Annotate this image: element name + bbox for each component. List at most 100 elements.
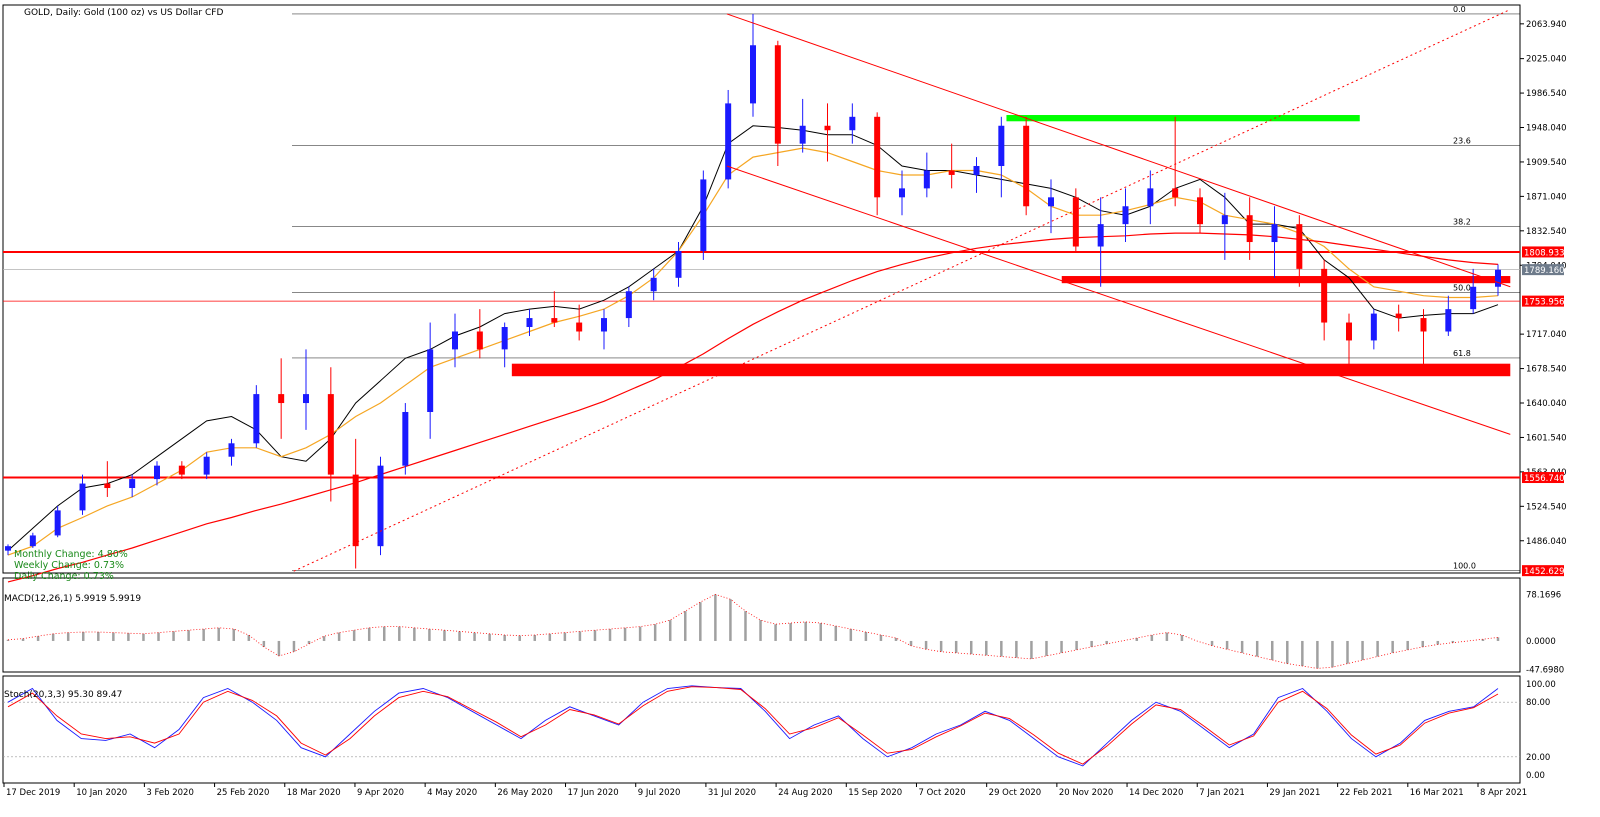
candle-body <box>576 322 583 332</box>
price-tag-label: 1753.956 <box>1524 298 1565 308</box>
y-tick-label: 1986.540 <box>1526 89 1567 99</box>
candle-body <box>178 465 185 475</box>
x-tick-label: 29 Oct 2020 <box>989 788 1042 798</box>
stoch-label: Stoch(20,3,3) 95.30 89.47 <box>4 690 122 700</box>
x-tick-label: 3 Feb 2020 <box>146 788 194 798</box>
candle-body <box>1122 206 1129 225</box>
trendline-dotted <box>293 9 1511 572</box>
fib-level-label: 50.0 <box>1453 283 1471 292</box>
price-tag <box>1522 472 1564 484</box>
candle-body <box>253 394 260 444</box>
trendline-solid <box>726 13 1511 288</box>
x-tick-label: 7 Jan 2021 <box>1199 788 1245 798</box>
candle-body <box>1346 322 1352 341</box>
x-tick-label: 7 Oct 2020 <box>918 788 965 798</box>
candle-body <box>104 483 111 489</box>
macd-y-tick-label: -47.6980 <box>1526 665 1564 675</box>
price-tag <box>1522 246 1564 258</box>
candle-body <box>278 394 285 404</box>
candle-body <box>874 116 881 198</box>
green-zone <box>1006 115 1360 122</box>
candle-body <box>1470 286 1477 310</box>
y-tick-label: 1640.040 <box>1526 399 1567 409</box>
candle-body <box>1296 224 1303 269</box>
candle-body <box>1420 318 1427 332</box>
monthly-change-text: Monthly Change: 4.80% <box>14 549 128 560</box>
candle-body <box>79 483 86 511</box>
candle-body <box>1445 309 1452 332</box>
candle-body <box>551 318 558 323</box>
x-tick-label: 16 Mar 2021 <box>1410 788 1464 798</box>
red-zone <box>511 363 1511 377</box>
x-tick-label: 10 Jan 2020 <box>76 788 127 798</box>
candle-body <box>1023 125 1030 207</box>
info-box: Monthly Change: 4.80% Weekly Change: 0.7… <box>14 549 128 582</box>
candle-body <box>1072 197 1079 247</box>
x-tick-label: 8 Apr 2021 <box>1480 788 1527 798</box>
candle-body <box>1147 188 1154 207</box>
daily-change-text: Daily Change: 0.73% <box>14 571 114 582</box>
x-tick-label: 22 Feb 2021 <box>1340 788 1393 798</box>
x-tick-label: 9 Jul 2020 <box>638 788 681 798</box>
y-tick-label: 1871.040 <box>1526 192 1567 202</box>
candle-body <box>1246 215 1253 243</box>
price-tag-label: 1556.740 <box>1524 474 1565 484</box>
x-tick-label: 9 Apr 2020 <box>357 788 404 798</box>
x-tick-label: 17 Jun 2020 <box>568 788 619 798</box>
y-tick-label: 1601.540 <box>1526 433 1567 443</box>
candle-body <box>427 349 434 412</box>
candle-body <box>476 331 483 350</box>
candle-body <box>750 45 756 104</box>
stoch-y-tick-label: 80.00 <box>1526 698 1550 708</box>
candle-body <box>402 411 409 466</box>
fib-level-label: 38.2 <box>1453 218 1471 227</box>
candle-body <box>923 170 930 189</box>
stoch-main-line <box>7 685 1499 767</box>
y-tick-label: 1524.540 <box>1526 502 1567 512</box>
weekly-change-text: Weekly Change: 0.73% <box>14 560 124 571</box>
candle-body <box>377 465 384 547</box>
price-tag-label: 1789.160 <box>1524 266 1565 276</box>
stoch-signal-line <box>7 686 1499 765</box>
price-tag <box>1522 295 1564 307</box>
macd-label: MACD(12,26,1) 5.9919 5.9919 <box>4 594 141 604</box>
candle-body <box>625 291 632 319</box>
x-tick-label: 31 Jul 2020 <box>708 788 756 798</box>
candle-body <box>973 166 980 175</box>
candle-body <box>327 394 334 475</box>
candle-body <box>1097 224 1104 247</box>
stoch-y-tick-label: 100.00 <box>1526 680 1556 690</box>
fib-level-label: 0.0 <box>1453 5 1466 14</box>
candle-body <box>998 125 1005 167</box>
candle-body <box>29 535 36 547</box>
candle-body <box>501 327 508 350</box>
x-tick-label: 15 Sep 2020 <box>848 788 902 798</box>
candle-body <box>1370 313 1377 341</box>
candle-body <box>849 116 856 131</box>
macd-y-tick-label: 78.1696 <box>1526 590 1561 600</box>
y-tick-label: 1909.540 <box>1526 158 1567 168</box>
candle-body <box>5 546 11 551</box>
price-tag-label: 1452.629 <box>1524 567 1565 577</box>
price-pane <box>2 4 1521 574</box>
candle-body <box>303 394 309 404</box>
candle-body <box>526 318 533 328</box>
candle-body <box>54 510 61 536</box>
fib-level-label: 61.8 <box>1453 349 1471 358</box>
chart-title: GOLD, Daily: Gold (100 oz) vs US Dollar … <box>24 8 223 18</box>
candle-body <box>1495 269 1501 287</box>
x-tick-label: 25 Feb 2020 <box>217 788 270 798</box>
x-tick-label: 14 Dec 2020 <box>1129 788 1183 798</box>
x-tick-label: 20 Nov 2020 <box>1059 788 1113 798</box>
x-tick-label: 26 May 2020 <box>497 788 552 798</box>
fib-level-label: 100.0 <box>1453 562 1476 571</box>
red-zone <box>1061 276 1511 284</box>
candle-body <box>1271 224 1278 243</box>
candle-body <box>774 45 781 144</box>
macd-signal-line <box>7 593 1499 669</box>
candle-body <box>675 250 682 278</box>
candle-body <box>1221 215 1228 225</box>
candle-body <box>452 331 458 350</box>
x-tick-label: 18 Mar 2020 <box>287 788 341 798</box>
